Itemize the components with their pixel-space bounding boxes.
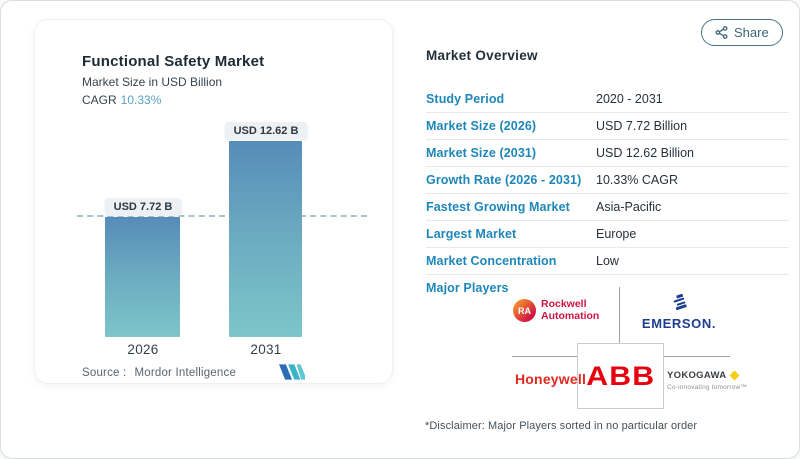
logo-divider-vertical bbox=[619, 287, 620, 344]
yokogawa-tagline: Co-innovating tomorrow™ bbox=[667, 384, 748, 391]
chart-header: Functional Safety Market Market Size in … bbox=[82, 53, 264, 107]
yokogawa-diamond-icon bbox=[729, 370, 740, 381]
source-row: Source : Mordor Intelligence bbox=[82, 367, 236, 379]
table-row: Fastest Growing Market Asia-Pacific bbox=[426, 194, 789, 221]
x-axis-label-2031: 2031 bbox=[250, 342, 282, 357]
cagr-line: CAGR 10.33% bbox=[82, 93, 264, 107]
row-label: Fastest Growing Market bbox=[426, 200, 570, 214]
bar-2031 bbox=[229, 141, 302, 337]
row-value: USD 7.72 Billion bbox=[596, 119, 688, 133]
overview-title: Market Overview bbox=[426, 48, 538, 63]
bar-value-label-2031: USD 12.62 B bbox=[224, 122, 308, 140]
table-row: Market Concentration Low bbox=[426, 248, 789, 275]
share-icon bbox=[715, 26, 728, 39]
row-value: 10.33% CAGR bbox=[596, 173, 678, 187]
abb-logo: ABB bbox=[577, 343, 664, 409]
row-label: Largest Market bbox=[426, 227, 517, 241]
bar-value-label-2026: USD 7.72 B bbox=[104, 198, 182, 216]
row-label: Market Concentration bbox=[426, 254, 557, 268]
row-value: USD 12.62 Billion bbox=[596, 146, 694, 160]
table-row: Study Period 2020 - 2031 bbox=[426, 86, 789, 113]
rockwell-line2: Automation bbox=[541, 309, 600, 322]
disclaimer-text: *Disclaimer: Major Players sorted in no … bbox=[425, 420, 698, 432]
rockwell-automation-logo: RA Rockwell Automation bbox=[513, 299, 599, 322]
source-value: Mordor Intelligence bbox=[134, 367, 237, 379]
x-axis-label-2026: 2026 bbox=[127, 342, 159, 357]
table-row: Largest Market Europe bbox=[426, 221, 789, 248]
row-value: Asia-Pacific bbox=[596, 200, 662, 214]
abb-text: ABB bbox=[586, 360, 655, 391]
source-label: Source : bbox=[82, 367, 127, 379]
honeywell-logo: Honeywell bbox=[515, 371, 587, 387]
row-value: Low bbox=[596, 254, 619, 268]
logo-divider-horizontal-right bbox=[664, 356, 730, 357]
row-value: Europe bbox=[596, 227, 637, 241]
reference-dashed-line bbox=[77, 215, 367, 217]
yokogawa-logo: YOKOGAWA Co-innovating tomorrow™ bbox=[667, 370, 747, 391]
logo-divider-horizontal-left bbox=[512, 356, 577, 357]
rockwell-line1: Rockwell bbox=[541, 298, 587, 311]
table-row: Market Size (2026) USD 7.72 Billion bbox=[426, 113, 789, 140]
share-button[interactable]: Share bbox=[701, 19, 783, 46]
rockwell-badge-icon: RA bbox=[513, 299, 536, 322]
row-label: Study Period bbox=[426, 92, 505, 106]
row-value: 2020 - 2031 bbox=[596, 92, 663, 106]
row-label: Market Size (2031) bbox=[426, 146, 537, 160]
cagr-label: CAGR bbox=[82, 93, 117, 107]
emerson-icon bbox=[671, 293, 687, 312]
cagr-value: 10.33% bbox=[120, 93, 162, 107]
bar-2026 bbox=[105, 217, 180, 337]
table-row: Market Size (2031) USD 12.62 Billion bbox=[426, 140, 789, 167]
row-label: Market Size (2026) bbox=[426, 119, 537, 133]
mordor-intelligence-logo-icon bbox=[279, 364, 305, 380]
share-label: Share bbox=[734, 25, 769, 40]
chart-subtitle: Market Size in USD Billion bbox=[82, 75, 223, 89]
chart-card: Functional Safety Market Market Size in … bbox=[34, 19, 393, 384]
major-players-label: Major Players bbox=[426, 281, 509, 295]
emerson-text: EMERSON. bbox=[641, 315, 717, 331]
table-row: Growth Rate (2026 - 2031) 10.33% CAGR bbox=[426, 167, 789, 194]
emerson-logo: EMERSON. bbox=[639, 293, 719, 331]
row-label: Growth Rate (2026 - 2031) bbox=[426, 173, 582, 187]
rockwell-text: Rockwell Automation bbox=[541, 299, 599, 322]
chart-title: Functional Safety Market bbox=[82, 53, 265, 70]
overview-table: Study Period 2020 - 2031 Market Size (20… bbox=[426, 86, 789, 275]
yokogawa-text: YOKOGAWA bbox=[667, 370, 727, 381]
